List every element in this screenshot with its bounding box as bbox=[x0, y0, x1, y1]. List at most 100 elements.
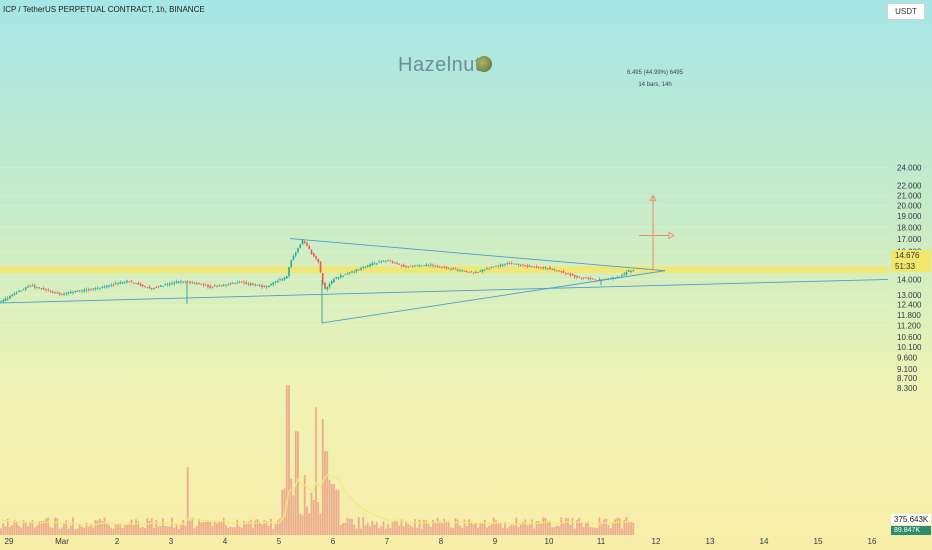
volume-bar bbox=[459, 525, 461, 535]
symbol-title[interactable]: ICP / TetherUS PERPETUAL CONTRACT, 1h, B… bbox=[3, 5, 205, 14]
volume-bar bbox=[276, 520, 279, 535]
candle-body bbox=[380, 261, 383, 263]
candle-body bbox=[580, 277, 583, 279]
candle-body bbox=[513, 263, 515, 265]
candle-body bbox=[258, 285, 261, 287]
candle-body bbox=[443, 266, 446, 268]
candle-body bbox=[571, 274, 574, 276]
y-tick-label: 14.000 bbox=[897, 275, 922, 284]
y-tick-label: 10.100 bbox=[897, 343, 922, 352]
volume-bar bbox=[144, 528, 146, 535]
candle-body bbox=[355, 269, 358, 272]
candle-body bbox=[515, 263, 518, 265]
volume-bar bbox=[126, 524, 128, 535]
volume-bar bbox=[47, 517, 50, 535]
candle-body bbox=[528, 265, 531, 267]
volume-bar bbox=[310, 492, 313, 535]
volume-bar bbox=[317, 502, 320, 535]
volume-bar bbox=[211, 526, 214, 535]
volume-bar bbox=[400, 519, 403, 535]
volume-bar bbox=[576, 519, 578, 535]
candle-body bbox=[13, 293, 16, 295]
candle-body bbox=[632, 270, 635, 271]
candle-body bbox=[301, 239, 304, 245]
volume-bar bbox=[0, 528, 2, 535]
candle-body bbox=[344, 273, 347, 275]
candle-body bbox=[567, 273, 569, 274]
volume-bar bbox=[42, 521, 45, 535]
volume-bar bbox=[38, 521, 41, 535]
volume-bar bbox=[483, 519, 486, 535]
candle-body bbox=[603, 278, 605, 280]
candle-body bbox=[18, 290, 20, 292]
volume-bar bbox=[159, 526, 162, 535]
candle-body bbox=[486, 268, 488, 270]
volume-bar bbox=[371, 521, 374, 535]
candle-body bbox=[24, 287, 27, 290]
candle-body bbox=[171, 282, 173, 284]
candle-body bbox=[69, 291, 72, 294]
candle-body bbox=[470, 271, 473, 273]
time-axis[interactable]: 29 Mar 2 3 4 5 6 7 8 9 10 11 12 13 14 15 16 bbox=[5, 537, 877, 546]
volume-bar bbox=[4, 526, 7, 535]
volume-bar bbox=[405, 521, 407, 535]
volume-bar bbox=[414, 519, 416, 535]
x-tick-label: 9 bbox=[493, 537, 498, 546]
volume-bar bbox=[549, 520, 551, 535]
candle-body bbox=[60, 294, 63, 295]
candle-body bbox=[213, 285, 216, 287]
volume-bar bbox=[301, 515, 304, 535]
volume-bar bbox=[355, 528, 358, 535]
volume-bar bbox=[456, 519, 459, 535]
candle-body bbox=[182, 281, 185, 283]
volume-bar bbox=[425, 520, 428, 535]
candle-body bbox=[312, 253, 315, 257]
candle-body bbox=[294, 252, 297, 256]
y-tick-label: 9.100 bbox=[897, 365, 918, 374]
volume-bar bbox=[33, 527, 36, 535]
candle-body bbox=[481, 269, 484, 272]
volume-bar bbox=[166, 525, 169, 535]
volume-bar bbox=[357, 517, 360, 535]
volume-bar bbox=[591, 527, 594, 535]
volume-bar bbox=[288, 385, 290, 535]
candle-body bbox=[396, 263, 398, 264]
candle-body bbox=[398, 263, 401, 265]
volume-bar bbox=[132, 524, 135, 535]
candle-body bbox=[441, 266, 443, 268]
x-tick-label: 6 bbox=[331, 537, 336, 546]
volume-bar bbox=[450, 527, 452, 535]
candle-body bbox=[625, 271, 628, 275]
candle-body bbox=[598, 279, 601, 281]
candle-body bbox=[243, 282, 245, 284]
candle-body bbox=[112, 284, 115, 286]
y-tick-label: 10.600 bbox=[897, 333, 922, 342]
currency-button[interactable]: USDT bbox=[887, 3, 925, 20]
candle-body bbox=[371, 263, 374, 266]
candle-body bbox=[321, 273, 324, 285]
candle-body bbox=[222, 284, 225, 286]
volume-bar bbox=[261, 524, 263, 535]
candle-body bbox=[477, 272, 479, 273]
volume-bar bbox=[229, 526, 232, 535]
volume-bar bbox=[632, 523, 635, 535]
candle-body bbox=[288, 267, 290, 276]
volume-bar bbox=[612, 522, 614, 535]
volume-bar bbox=[479, 522, 482, 535]
volume-bar bbox=[254, 520, 257, 535]
candle-body bbox=[425, 264, 428, 267]
candle-body bbox=[276, 280, 279, 283]
volume-bar bbox=[398, 525, 401, 535]
volume-bar bbox=[168, 526, 171, 535]
grid bbox=[0, 167, 888, 389]
volume-bar bbox=[522, 521, 524, 535]
volume-bar bbox=[20, 527, 23, 535]
candle-body bbox=[420, 265, 423, 267]
volume-bar bbox=[121, 527, 124, 535]
volume-bar bbox=[335, 489, 338, 535]
candle-body bbox=[198, 283, 200, 284]
volume-bar bbox=[508, 526, 511, 535]
volume-bar bbox=[171, 517, 173, 535]
